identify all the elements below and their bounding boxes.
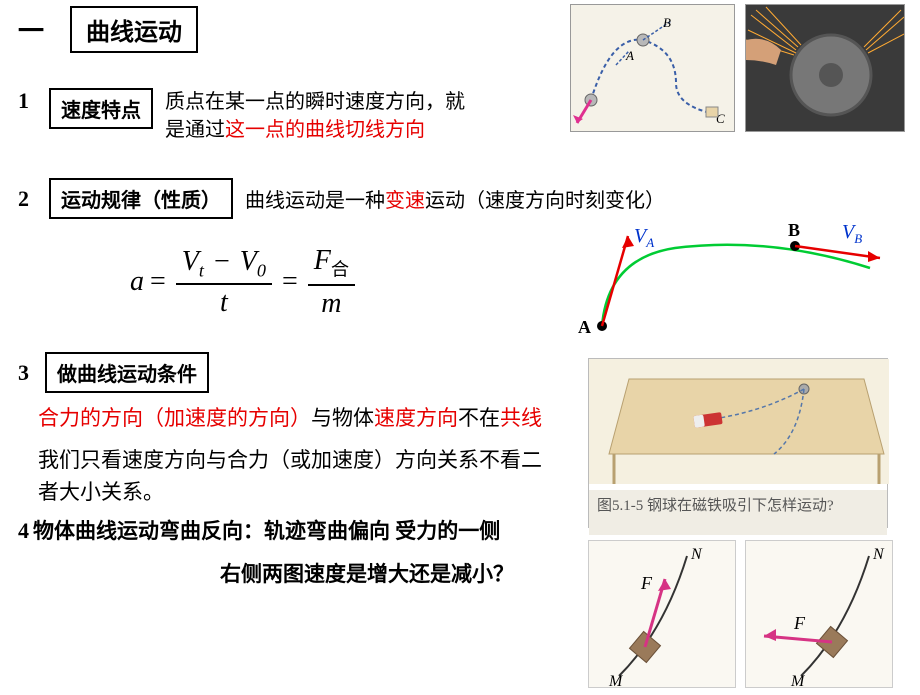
svg-text:B: B [663,15,671,30]
item3-line1d: 不在 [458,406,500,430]
item4-question: 右侧两图速度是增大还是减小？ [220,558,514,588]
svg-text:B: B [788,220,800,240]
svg-text:A: A [625,48,634,63]
chapter-num: 一 [18,11,44,48]
formula-acceleration: a = Vt − V0 t = F合 m [130,245,359,320]
item1-text-red: 这一点的曲线切线方向 [225,119,425,141]
item3-line1a: 合力的方向（加速度的方向） [38,406,311,430]
svg-text:VA: VA [634,225,654,250]
svg-text:M: M [790,673,806,689]
svg-text:M: M [608,673,624,689]
item2-text-red: 变速 [385,190,425,212]
fig-fn-right: N M F [745,540,893,688]
svg-text:N: N [690,546,703,563]
fig-table-magnet: 图5.1-5 钢球在磁铁吸引下怎样运动? [588,358,888,528]
fig-table-caption: 图5.1-5 钢球在磁铁吸引下怎样运动? [589,490,887,535]
item2-box: 运动规律（性质） [49,178,233,219]
item2-text-post: 运动（速度方向时刻变化） [425,190,665,212]
item4-title-b: 轨迹弯曲偏向 受力的一侧 [264,519,500,543]
svg-text:VB: VB [842,221,862,246]
fig-va-vb: A B VA VB [540,218,890,338]
item1-box: 速度特点 [49,88,153,129]
fig-grinder [745,4,905,132]
item3-line2: 我们只看速度方向与合力（或加速度）方向关系不看二者大小关系。 [38,445,558,508]
page-title: 曲线运动 [70,6,198,53]
item3-num: 3 [18,360,29,386]
item3-line1e: 共线 [500,406,542,430]
svg-text:F: F [640,573,653,593]
item3-line1b: 与物体 [311,406,374,430]
item4-title-a: 物体曲线运动弯曲反向： [33,519,264,543]
fig-fn-left: N M F [588,540,736,688]
svg-text:A: A [578,317,591,337]
item3-box: 做曲线运动条件 [45,352,209,393]
svg-text:N: N [872,546,885,563]
item2-text-pre: 曲线运动是一种 [245,190,385,212]
item4-num: 4 [18,518,29,543]
item2-num: 2 [18,186,29,212]
fig-curve-abc: A B C [570,4,735,132]
item3-line1c: 速度方向 [374,406,458,430]
svg-text:F: F [793,613,806,633]
item1-num: 1 [18,88,29,114]
